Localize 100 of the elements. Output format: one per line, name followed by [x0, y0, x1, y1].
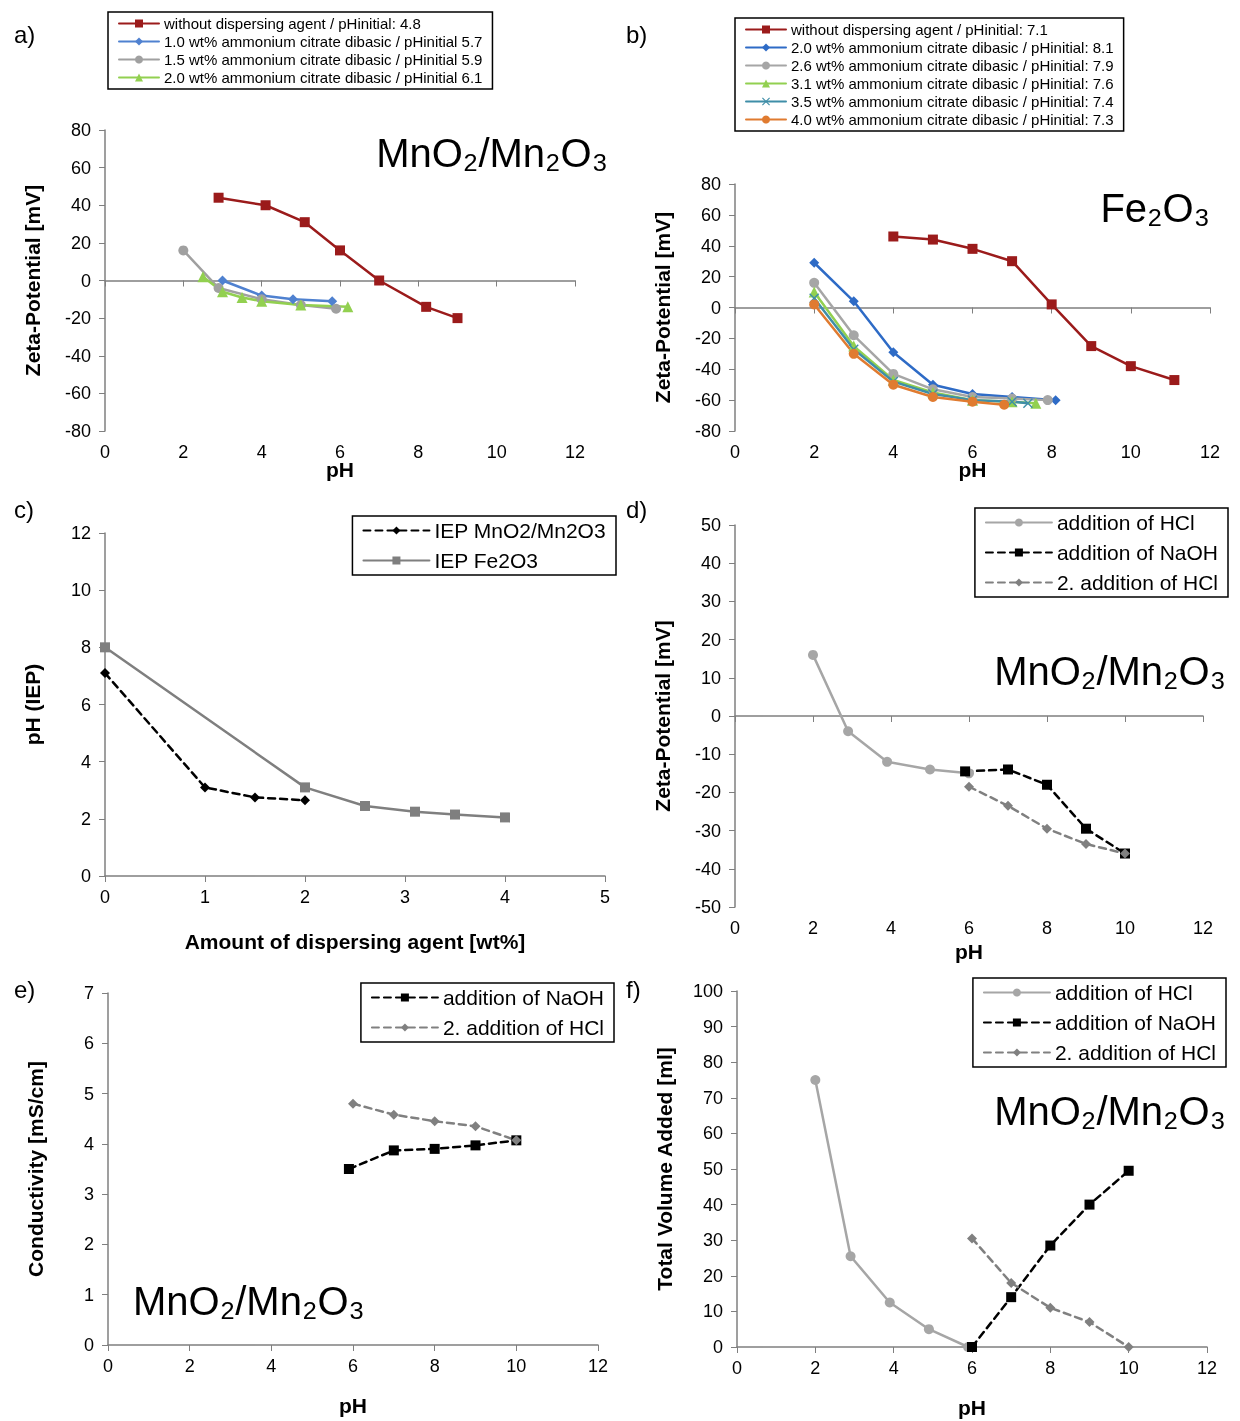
point [1006, 1277, 1017, 1288]
point [335, 245, 345, 256]
x-axis-title: pH [955, 939, 983, 963]
y-tick-label: 0 [83, 1335, 94, 1355]
y-tick-label: -20 [694, 328, 721, 349]
point [1086, 341, 1097, 352]
point [197, 271, 209, 283]
y-tick-label: 7 [83, 983, 94, 1003]
y-tick-label: 4 [80, 751, 91, 772]
x-tick-label: 0 [729, 918, 741, 938]
point [848, 330, 859, 341]
point [1084, 1317, 1095, 1328]
point [260, 200, 271, 211]
y-tick-label: 80 [70, 120, 91, 140]
x-tick-label: 5 [599, 887, 611, 907]
y-axis-title: Total Volume Added [ml] [653, 1047, 676, 1291]
x-tick-label: 4 [266, 1356, 277, 1376]
point [960, 766, 971, 777]
point [299, 217, 310, 228]
legend-label: 1.5 wt% ammonium citrate dibasic / pHinitial 5.9 [164, 51, 483, 68]
text: a) [14, 20, 36, 48]
x-tick-label: 10 [1118, 1358, 1139, 1378]
point [331, 303, 342, 314]
x-tick-label: 12 [564, 442, 586, 462]
legend-label: 2.0 wt% ammonium citrate dibasic / pHinitial 6.1 [164, 69, 483, 86]
y-tick-label: -60 [694, 390, 721, 411]
y-tick-label: 20 [700, 266, 721, 287]
point [967, 1342, 977, 1352]
x-tick-label: 6 [347, 1356, 359, 1376]
point [360, 800, 370, 811]
y-tick-label: 30 [702, 1230, 723, 1251]
text: e) [14, 975, 36, 1003]
point [236, 291, 248, 303]
y-axis-title: Zeta-Potential [mV] [651, 211, 674, 404]
point [808, 649, 818, 660]
y-tick-label: 2 [80, 808, 91, 829]
point [809, 277, 820, 288]
point [967, 1233, 977, 1244]
legend-label: 4.0 wt% ammonium citrate dibasic / pHinitial: 7.3 [791, 111, 1114, 128]
text: b) [626, 20, 648, 48]
point [178, 245, 189, 256]
legend-label: 2.0 wt% ammonium citrate dibasic / pHinitial: 8.1 [791, 39, 1114, 56]
point [410, 806, 420, 817]
y-axis-title: Zeta-Potential [mV] [21, 184, 44, 377]
x-tick-label: 8 [429, 1356, 440, 1376]
x-tick-label: 4 [888, 1358, 899, 1378]
point [927, 234, 938, 245]
point [100, 642, 110, 653]
y-tick-label: 40 [70, 195, 91, 216]
point [1022, 398, 1033, 409]
x-tick-label: 2 [178, 442, 189, 462]
annotation: MnO₂/Mn₂O₃ [133, 1279, 365, 1323]
y-tick-label: 0 [80, 270, 91, 291]
y-tick-label: 6 [83, 1033, 94, 1054]
legend-label: 3.1 wt% ammonium citrate dibasic / pHinitial: 7.6 [791, 75, 1114, 92]
x-tick-label: 4 [499, 887, 511, 907]
legend-label: addition of NaOH [1054, 1011, 1216, 1034]
y-tick-label: 0 [710, 706, 721, 726]
point [848, 348, 859, 359]
point [470, 1121, 481, 1132]
text: c) [14, 495, 34, 523]
x-axis-title: pH [958, 1395, 986, 1419]
y-tick-label: 6 [80, 694, 91, 715]
y-tick-label: 5 [83, 1083, 94, 1104]
y-tick-label: -20 [64, 308, 91, 329]
y-tick-label: 40 [700, 235, 721, 256]
x-tick-label: 10 [506, 1356, 527, 1376]
point [429, 1116, 440, 1127]
y-tick-label: -40 [694, 359, 721, 380]
y-tick-label: 60 [700, 204, 721, 225]
point [843, 726, 854, 737]
point [810, 1075, 821, 1085]
point [500, 812, 510, 823]
y-tick-label: -20 [694, 782, 721, 803]
point [1081, 838, 1091, 849]
legend-label: 2. addition of HCl [1056, 571, 1218, 594]
point [882, 756, 893, 767]
text: f) [626, 975, 641, 1003]
x-tick-label: 12 [1199, 442, 1221, 462]
legend-label: 2. addition of HCl [1054, 1041, 1216, 1064]
point [388, 1145, 399, 1156]
point [845, 1251, 856, 1262]
legend-label: without dispersing agent / pHinitial: 4.8 [163, 15, 421, 32]
y-tick-label: 20 [702, 1265, 723, 1286]
point [927, 392, 938, 403]
y-tick-label: 50 [700, 515, 721, 535]
point [217, 286, 228, 298]
x-tick-label: 12 [587, 1356, 609, 1376]
x-tick-label: 2 [807, 918, 819, 938]
point [217, 275, 228, 286]
point [343, 1164, 354, 1174]
legend-label: addition of NaOH [1056, 541, 1218, 564]
y-tick-label: 70 [702, 1087, 723, 1108]
y-tick-label: 20 [700, 629, 721, 650]
point [925, 764, 935, 775]
y-tick-label: -60 [64, 383, 91, 404]
point [213, 192, 224, 203]
x-tick-label: 2 [299, 887, 311, 907]
y-tick-label: -10 [694, 744, 721, 765]
x-tick-label: 0 [99, 442, 111, 462]
